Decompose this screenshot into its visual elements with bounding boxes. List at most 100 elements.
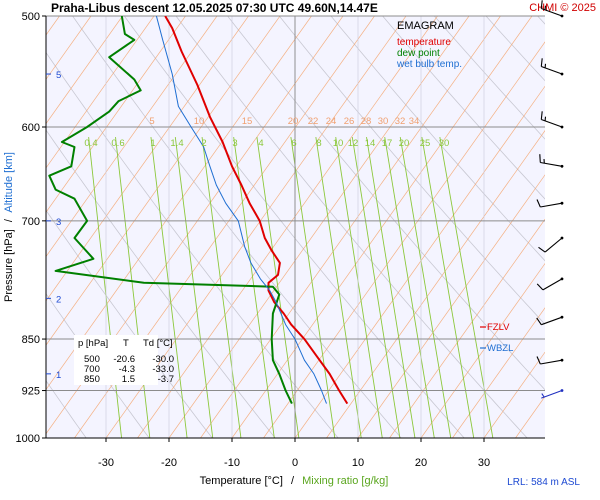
levels-table-cell: 850 — [84, 374, 100, 385]
mixing-ratio-label: 20 — [399, 138, 410, 149]
wind-barb-flag — [536, 283, 544, 291]
levels-table-header-td: Td [°C] — [143, 338, 173, 349]
wind-barb — [540, 111, 564, 129]
fzlv-label: FZLV — [487, 322, 510, 333]
mixing-ratio-line — [335, 136, 383, 438]
profile-series — [48, 16, 349, 405]
isotherm-line — [46, 16, 218, 258]
dry-adiabat-line — [382, 16, 545, 200]
mixing-ratio-label: 0.6 — [111, 138, 124, 149]
y-axis-title: Pressure [hPa] / Altitude [km] — [3, 152, 15, 302]
mixing-ratio-label: 4 — [258, 138, 263, 149]
wind-barb — [536, 199, 564, 208]
x-axis-title-temperature: Temperature [°C] — [200, 475, 283, 487]
background-grid — [46, 16, 600, 438]
wind-barbs — [536, 0, 564, 399]
temperature-tick-label: -20 — [161, 457, 177, 469]
wind-barb-shaft — [541, 316, 563, 326]
isotherm-line — [200, 16, 501, 438]
dry-adiabat-label: 24 — [326, 116, 337, 127]
pressure-tick-label: 600 — [22, 122, 40, 134]
x-axis-title-separator: / — [291, 475, 295, 487]
wind-barb — [539, 154, 564, 168]
levels-table-header-p: p [hPa] — [78, 338, 108, 349]
wind-barb-shaft — [541, 390, 563, 399]
dry-adiabat-label: 28 — [361, 116, 372, 127]
mixing-ratio-label: 3 — [232, 138, 237, 149]
levels-table-header-t: T — [123, 338, 129, 349]
isotherm-line — [452, 307, 545, 438]
wind-barb — [538, 236, 564, 253]
levels-table-cell: 1.5 — [122, 374, 135, 385]
wind-barb — [541, 389, 564, 399]
isotherm-line — [294, 85, 545, 438]
mixing-ratio-line — [256, 137, 300, 438]
wind-barb-flag — [536, 356, 541, 365]
isotherm-line — [420, 262, 545, 438]
guide-labels: 5 10 15 20 22 24 26 28 30 32 340.4 0.6 1 1.4 2 3 4 6 8 10 12… — [84, 116, 449, 149]
svg-text:Temperature [°C] /: Temperature [°C] / Mixing ratio [g/kg] — [200, 475, 389, 487]
copyright-label: CHMI © 2025 — [529, 2, 596, 14]
wind-barb-flag — [536, 317, 542, 326]
dry-adiabat-line — [175, 16, 528, 438]
temperature-tick-label: -30 — [98, 457, 114, 469]
levels-table-cell: -20.6 — [113, 354, 135, 365]
isotherm-line — [46, 16, 186, 213]
wind-barb-flag — [540, 0, 543, 9]
y-axis-title-separator: / — [3, 218, 15, 222]
legend-item-wet-bulb: wet bulb temp. — [396, 59, 462, 70]
mixing-ratio-line — [366, 136, 416, 438]
dry-adiabat-label: 30 — [378, 116, 389, 127]
temperature-tick-label: -10 — [224, 457, 240, 469]
dry-adiabat-line — [537, 16, 545, 25]
chart-title: Praha-Libus descent 12.05.2025 07:30 UTC… — [51, 1, 378, 15]
isotherm-line — [326, 130, 545, 438]
dry-adiabat-label: 22 — [308, 116, 319, 127]
dry-adiabat-label: 20 — [288, 116, 299, 127]
isotherm-line — [46, 16, 155, 169]
svg-text:Pressure [hPa] / A: Pressure [hPa] / Altitude [km] — [3, 152, 15, 302]
mixing-ratio-line — [290, 136, 336, 438]
dew-point-line — [48, 16, 293, 405]
mixing-ratio-line — [421, 136, 475, 438]
mixing-ratio-label: 30 — [439, 138, 450, 149]
levels-table-cell: -30.0 — [152, 354, 174, 365]
y-axis-title-altitude: Altitude [km] — [3, 152, 15, 213]
mixing-ratio-line — [88, 137, 123, 438]
wind-barb — [536, 356, 564, 365]
isotherm-line — [357, 174, 545, 438]
mixing-ratio-line — [315, 136, 362, 438]
dry-adiabat-line — [227, 16, 545, 391]
mixing-ratio-line — [233, 137, 275, 438]
dry-adiabat-label: 15 — [242, 116, 253, 127]
mixing-ratio-label: 0.4 — [84, 138, 97, 149]
x-axis-title: Temperature [°C] / Mixing ratio [g/kg] — [200, 475, 389, 487]
dry-adiabat-line — [433, 16, 545, 140]
dry-adiabat-line — [589, 16, 600, 438]
levels-table-cell: 700 — [84, 364, 100, 375]
pressure-tick-label: 925 — [22, 386, 40, 398]
mixing-ratio-line — [201, 137, 242, 438]
dry-adiabat-label: 34 — [409, 116, 420, 127]
levels-table-cell: 500 — [84, 354, 100, 365]
legend-item-dew-point: dew point — [397, 48, 440, 59]
temperature-tick-label: 30 — [478, 457, 490, 469]
lrl-label: LRL: 584 m ASL — [507, 477, 580, 488]
dry-adiabat-line — [278, 16, 545, 325]
mixing-ratio-line — [351, 136, 401, 438]
dry-adiabat-label: 10 — [194, 116, 205, 127]
wind-barb — [536, 315, 564, 326]
isotherm-line — [389, 218, 545, 438]
dry-adiabat-line — [330, 16, 545, 262]
pressure-tick-label: 700 — [22, 216, 40, 228]
y-axis-title-pressure: Pressure [hPa] — [3, 229, 15, 302]
mixing-ratio-label: 25 — [420, 138, 431, 149]
wind-barb-flag — [536, 199, 541, 208]
wind-barb-shaft — [542, 278, 563, 291]
dry-adiabat-label: 32 — [395, 116, 406, 127]
isotherm-line — [46, 16, 281, 346]
wind-barb-shaft — [540, 359, 563, 365]
dry-adiabat-line — [72, 16, 402, 438]
mixing-ratio-label: 12 — [348, 138, 359, 149]
